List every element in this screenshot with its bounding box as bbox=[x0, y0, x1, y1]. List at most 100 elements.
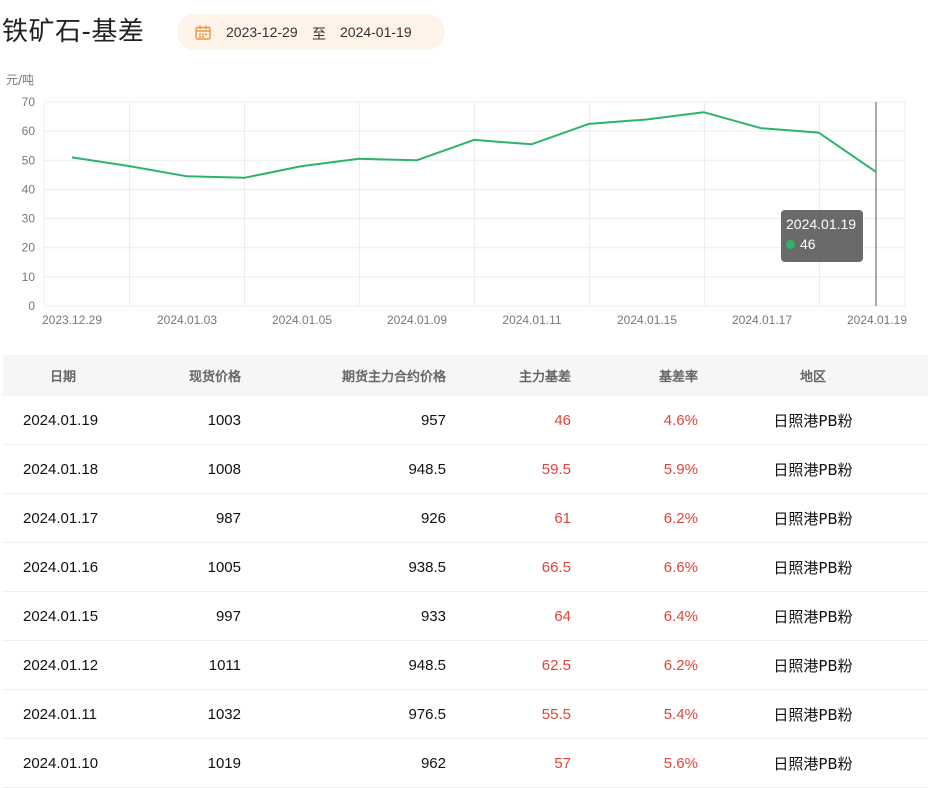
col-header-futures-price[interactable]: 期货主力合约价格 bbox=[241, 355, 446, 396]
data-point[interactable] bbox=[758, 125, 764, 131]
table-header-row: 日期 现货价格 期货主力合约价格 主力基差 基差率 地区 bbox=[3, 355, 928, 396]
y-tick-label: 0 bbox=[28, 299, 35, 313]
cell-basis-rate: 6.2% bbox=[571, 640, 698, 690]
basis-table: 日期 现货价格 期货主力合约价格 主力基差 基差率 地区 2024.01.19 1… bbox=[3, 355, 928, 788]
cell-date: 2024.01.10 bbox=[3, 738, 123, 788]
data-point[interactable] bbox=[126, 163, 132, 169]
data-point[interactable] bbox=[816, 130, 822, 136]
cell-futures-price: 933 bbox=[241, 591, 446, 641]
y-tick-label: 60 bbox=[22, 124, 36, 138]
cell-date: 2024.01.11 bbox=[3, 689, 123, 739]
cell-date: 2024.01.16 bbox=[3, 542, 123, 592]
cell-region: 日照港PB粉 bbox=[698, 689, 928, 739]
data-point[interactable] bbox=[356, 156, 362, 162]
tooltip-date: 2024.01.19 bbox=[786, 216, 857, 232]
cell-futures-price: 976.5 bbox=[241, 689, 446, 739]
data-point[interactable] bbox=[184, 173, 190, 179]
basis-line-chart[interactable]: 0 10 20 30 40 50 60 70 2023.12.29 2024.01.03 2024… bbox=[0, 66, 939, 336]
data-point[interactable] bbox=[414, 157, 420, 163]
cell-basis: 62.5 bbox=[446, 640, 571, 690]
table-row[interactable]: 2024.01.11 1032 976.5 55.5 5.4% 日照港PB粉 bbox=[3, 689, 928, 739]
col-header-spot-price[interactable]: 现货价格 bbox=[123, 355, 241, 396]
cell-futures-price: 948.5 bbox=[241, 640, 446, 690]
cell-date: 2024.01.17 bbox=[3, 493, 123, 543]
cell-basis-rate: 5.4% bbox=[571, 689, 698, 739]
cell-region: 日照港PB粉 bbox=[698, 396, 928, 445]
table-row[interactable]: 2024.01.19 1003 957 46 4.6% 日照港PB粉 bbox=[3, 396, 928, 445]
x-tick-label: 2023.12.29 bbox=[42, 313, 102, 327]
table-row[interactable]: 2024.01.16 1005 938.5 66.5 6.6% 日照港PB粉 bbox=[3, 542, 928, 592]
x-tick-label: 2024.01.17 bbox=[732, 313, 792, 327]
y-tick-label: 40 bbox=[22, 182, 36, 196]
data-point[interactable] bbox=[241, 175, 247, 181]
y-tick-label: 10 bbox=[22, 270, 36, 284]
x-tick-label: 2024.01.19 bbox=[847, 313, 907, 327]
cell-date: 2024.01.19 bbox=[3, 396, 123, 445]
data-point[interactable] bbox=[471, 137, 477, 143]
x-tick-label: 2024.01.09 bbox=[387, 313, 447, 327]
cell-date: 2024.01.15 bbox=[3, 591, 123, 641]
col-header-basis-rate[interactable]: 基差率 bbox=[571, 355, 698, 396]
table-row[interactable]: 2024.01.12 1011 948.5 62.5 6.2% 日照港PB粉 bbox=[3, 640, 928, 690]
data-point[interactable] bbox=[299, 163, 305, 169]
table-row[interactable]: 2024.01.15 997 933 64 6.4% 日照港PB粉 bbox=[3, 591, 928, 641]
cell-region: 日照港PB粉 bbox=[698, 738, 928, 788]
series-line bbox=[71, 111, 877, 179]
col-header-region[interactable]: 地区 bbox=[698, 355, 928, 396]
calendar-icon bbox=[195, 25, 211, 40]
data-point[interactable] bbox=[528, 141, 534, 147]
cell-basis: 55.5 bbox=[446, 689, 571, 739]
page-title: 铁矿石-基差 bbox=[2, 17, 145, 47]
cell-date: 2024.01.18 bbox=[3, 444, 123, 494]
cell-region: 日照港PB粉 bbox=[698, 444, 928, 494]
cell-date: 2024.01.12 bbox=[3, 640, 123, 690]
cell-spot-price: 1003 bbox=[123, 396, 241, 445]
cell-basis-rate: 6.6% bbox=[571, 542, 698, 592]
y-tick-label: 30 bbox=[22, 212, 36, 226]
cell-spot-price: 997 bbox=[123, 591, 241, 641]
cell-region: 日照港PB粉 bbox=[698, 640, 928, 690]
cell-basis: 66.5 bbox=[446, 542, 571, 592]
y-tick-label: 20 bbox=[22, 241, 36, 255]
cell-region: 日照港PB粉 bbox=[698, 542, 928, 592]
cell-basis: 59.5 bbox=[446, 444, 571, 494]
cell-basis-rate: 6.4% bbox=[571, 591, 698, 641]
table-row[interactable]: 2024.01.18 1008 948.5 59.5 5.9% 日照港PB粉 bbox=[3, 444, 928, 494]
date-range-picker[interactable]: 2023-12-29 至 2024-01-19 bbox=[177, 14, 445, 50]
y-axis-label: 元/吨 bbox=[6, 73, 34, 87]
date-separator: 至 bbox=[312, 27, 326, 43]
table-row[interactable]: 2024.01.17 987 926 61 6.2% 日照港PB粉 bbox=[3, 493, 928, 543]
x-tick-label: 2024.01.15 bbox=[617, 313, 677, 327]
cell-basis: 46 bbox=[446, 396, 571, 445]
table-row[interactable]: 2024.01.10 1019 962 57 5.6% 日照港PB粉 bbox=[3, 738, 928, 788]
end-date[interactable]: 2024-01-19 bbox=[340, 24, 412, 40]
cell-futures-price: 948.5 bbox=[241, 444, 446, 494]
data-point[interactable] bbox=[701, 109, 707, 115]
cell-spot-price: 987 bbox=[123, 493, 241, 543]
data-point[interactable] bbox=[69, 154, 75, 160]
tooltip-series-dot bbox=[786, 239, 795, 249]
data-point[interactable] bbox=[873, 169, 879, 175]
y-tick-label: 50 bbox=[22, 153, 36, 167]
cell-basis-rate: 6.2% bbox=[571, 493, 698, 543]
cell-futures-price: 962 bbox=[241, 738, 446, 788]
cell-spot-price: 1019 bbox=[123, 738, 241, 788]
col-header-date[interactable]: 日期 bbox=[3, 355, 123, 396]
cell-basis: 61 bbox=[446, 493, 571, 543]
data-point[interactable] bbox=[586, 121, 592, 127]
cell-spot-price: 1032 bbox=[123, 689, 241, 739]
cell-region: 日照港PB粉 bbox=[698, 591, 928, 641]
chart-tooltip: 2024.01.19 46 bbox=[781, 210, 863, 262]
cell-spot-price: 1011 bbox=[123, 640, 241, 690]
cell-basis-rate: 5.6% bbox=[571, 738, 698, 788]
cell-basis: 57 bbox=[446, 738, 571, 788]
col-header-basis[interactable]: 主力基差 bbox=[446, 355, 571, 396]
cell-futures-price: 926 bbox=[241, 493, 446, 543]
cell-spot-price: 1005 bbox=[123, 542, 241, 592]
x-tick-label: 2024.01.03 bbox=[157, 313, 217, 327]
x-tick-label: 2024.01.11 bbox=[502, 313, 561, 327]
start-date[interactable]: 2023-12-29 bbox=[226, 24, 298, 40]
cell-futures-price: 938.5 bbox=[241, 542, 446, 592]
cell-spot-price: 1008 bbox=[123, 444, 241, 494]
data-point[interactable] bbox=[643, 116, 649, 122]
